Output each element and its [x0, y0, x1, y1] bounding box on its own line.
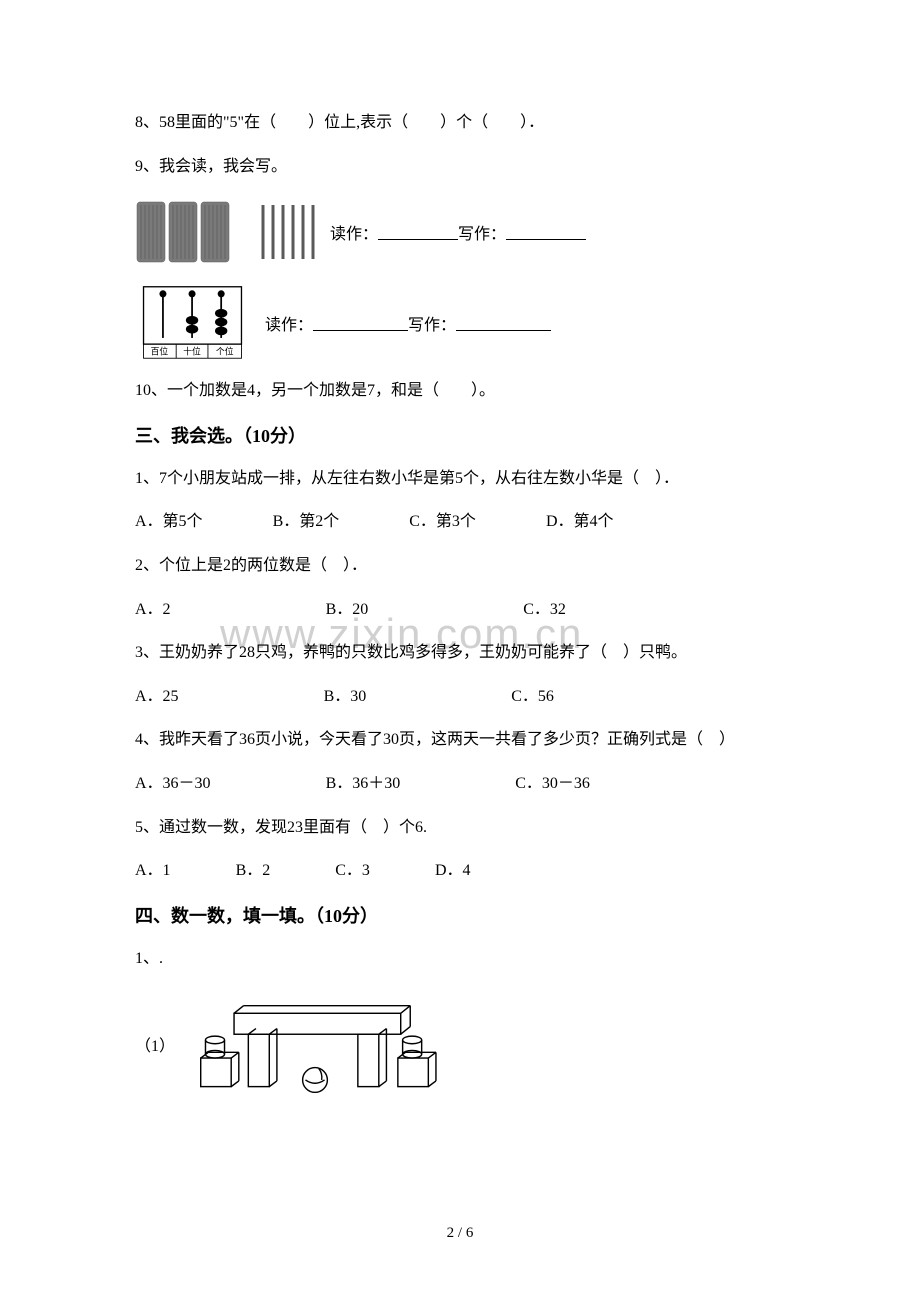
opt-c: C．56 — [511, 684, 554, 710]
q3-5-options: A．1 B．2 C．3 D．4 — [135, 858, 790, 884]
q3-3-options: A．25 B．30 C．56 — [135, 684, 790, 710]
q4-1-figure-row: （1） — [135, 989, 790, 1099]
opt-c: C．32 — [523, 597, 566, 623]
blank-line — [313, 315, 408, 331]
opt-a: A．第5个 — [135, 509, 203, 535]
q9-write-label2: 写作： — [408, 311, 456, 335]
opt-a: A．2 — [135, 597, 171, 623]
opt-a: A．1 — [135, 858, 171, 884]
question-10: 10、一个加数是4，另一个加数是7，和是（ ）。 — [135, 378, 790, 404]
page-content: 8、58里面的"5"在（ ）位上,表示（ ）个（ ）． 9、我会读，我会写。 — [135, 110, 790, 1099]
abacus-ten-label: 十位 — [183, 346, 201, 357]
q4-1-sub-label: （1） — [135, 1032, 175, 1056]
q9-sticks-row: 读作： 写作： — [135, 197, 790, 267]
q3-1-options: A．第5个 B．第2个 C．第3个 D．第4个 — [135, 509, 790, 535]
q9-read-label: 读作： — [330, 220, 378, 244]
opt-c: C．第3个 — [409, 509, 476, 535]
q9-write-label: 写作： — [458, 220, 506, 244]
abacus-hundred-label: 百位 — [151, 346, 169, 357]
question-9: 9、我会读，我会写。 — [135, 154, 790, 180]
opt-a: A．36－30 — [135, 771, 211, 797]
sticks-bundle-icon — [135, 197, 245, 267]
page-number: 2 / 6 — [447, 1225, 474, 1242]
q3-5: 5、通过数一数，发现23里面有（ ）个6. — [135, 815, 790, 841]
section-4-title: 四、数一数，填一填。（10分） — [135, 902, 790, 928]
blank-line — [456, 315, 551, 331]
opt-b: B．2 — [236, 858, 271, 884]
opt-c: C．3 — [335, 858, 370, 884]
section-3-title: 三、我会选。（10分） — [135, 422, 790, 448]
opt-d: D．第4个 — [546, 509, 614, 535]
q3-1: 1、7个小朋友站成一排，从左往右数小华是第5个，从右往左数小华是（ ）． — [135, 466, 790, 492]
opt-a: A．25 — [135, 684, 179, 710]
opt-c: C．30－36 — [515, 771, 590, 797]
shapes-figure-icon — [185, 999, 445, 1099]
question-8: 8、58里面的"5"在（ ）位上,表示（ ）个（ ）． — [135, 110, 790, 136]
opt-b: B．20 — [326, 597, 369, 623]
opt-b: B．30 — [324, 684, 367, 710]
q3-2: 2、个位上是2的两位数是（ ）． — [135, 553, 790, 579]
blank-line — [378, 224, 458, 240]
q9-abacus-row: 百位 十位 个位 读作： 写作： — [135, 285, 790, 360]
opt-b: B．36＋30 — [326, 771, 401, 797]
blank-line — [506, 224, 586, 240]
abacus-one-label: 个位 — [216, 346, 234, 357]
q9-read-label2: 读作： — [265, 311, 313, 335]
q3-3: 3、王奶奶养了28只鸡，养鸭的只数比鸡多得多，王奶奶可能养了（ ）只鸭。 — [135, 640, 790, 666]
opt-b: B．第2个 — [273, 509, 340, 535]
q3-2-options: A．2 B．20 C．32 — [135, 597, 790, 623]
opt-d: D．4 — [435, 858, 471, 884]
sticks-single-icon — [260, 202, 315, 262]
q4-1: 1、. — [135, 946, 790, 972]
q3-4: 4、我昨天看了36页小说，今天看了30页，这两天一共看了多少页？正确列式是（ ） — [135, 727, 790, 753]
q3-4-options: A．36－30 B．36＋30 C．30－36 — [135, 771, 790, 797]
abacus-icon: 百位 十位 个位 — [135, 285, 250, 360]
